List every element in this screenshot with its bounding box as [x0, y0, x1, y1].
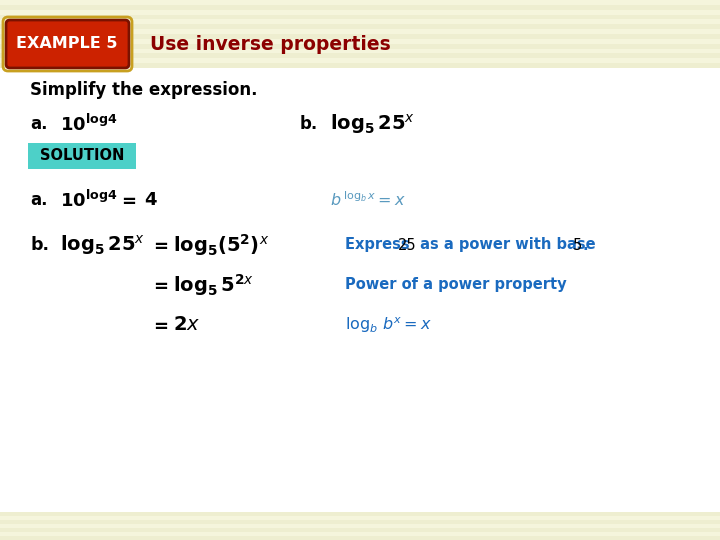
- Bar: [0, 531, 720, 536]
- Text: $\mathbf{10}^{\mathbf{log4}}$: $\mathbf{10}^{\mathbf{log4}}$: [60, 113, 117, 134]
- Bar: [0, 519, 720, 524]
- Text: $\mathbf{2\mathit{x}}$: $\mathbf{2\mathit{x}}$: [173, 315, 200, 334]
- Text: as a power with base: as a power with base: [415, 238, 600, 253]
- Bar: [0, 38, 720, 44]
- Text: $\mathbf{=}$: $\mathbf{=}$: [118, 191, 137, 209]
- Text: b.: b.: [30, 236, 49, 254]
- Text: 5: 5: [573, 238, 582, 253]
- Text: 25: 25: [398, 238, 417, 253]
- Bar: [0, 511, 720, 516]
- Bar: [0, 523, 720, 528]
- Bar: [0, 14, 720, 19]
- Text: $\mathbf{10}^{\mathbf{log4}}$: $\mathbf{10}^{\mathbf{log4}}$: [60, 190, 117, 211]
- Bar: [0, 58, 720, 63]
- Text: Simplify the expression.: Simplify the expression.: [30, 81, 258, 99]
- Bar: [0, 4, 720, 10]
- Text: a.: a.: [30, 191, 48, 209]
- Bar: [0, 68, 720, 540]
- Text: $\mathbf{log}_{\mathbf{5}}\mathbf{(5^2)}^{\mathbf{\mathit{x}}}$: $\mathbf{log}_{\mathbf{5}}\mathbf{(5^2)}…: [173, 232, 269, 258]
- Bar: [0, 516, 720, 520]
- Bar: [0, 528, 720, 532]
- Bar: [0, 43, 720, 49]
- Text: $\mathbf{log}_{\mathbf{5}}\,\mathbf{5}^{\mathbf{2\mathit{x}}}$: $\mathbf{log}_{\mathbf{5}}\,\mathbf{5}^{…: [173, 272, 254, 298]
- Bar: [0, 53, 720, 58]
- Bar: [0, 24, 720, 29]
- Text: EXAMPLE 5: EXAMPLE 5: [17, 37, 118, 51]
- Bar: [0, 63, 720, 68]
- Text: Express: Express: [345, 238, 415, 253]
- Bar: [0, 0, 720, 5]
- Bar: [0, 19, 720, 24]
- Bar: [0, 33, 720, 39]
- Bar: [0, 536, 720, 540]
- Text: $\mathbf{=}$: $\mathbf{=}$: [150, 316, 168, 334]
- FancyBboxPatch shape: [6, 20, 129, 68]
- Text: $\mathbf{=}$: $\mathbf{=}$: [150, 276, 168, 294]
- Bar: [28, 143, 136, 169]
- Text: $b^{\,\log_b x} = x$: $b^{\,\log_b x} = x$: [330, 191, 406, 210]
- Text: $\mathbf{=}$: $\mathbf{=}$: [150, 236, 168, 254]
- Text: $\mathbf{4}$: $\mathbf{4}$: [144, 191, 158, 209]
- Bar: [0, 48, 720, 53]
- Text: Power of a power property: Power of a power property: [345, 278, 567, 293]
- Bar: [0, 9, 720, 15]
- Text: .: .: [583, 238, 589, 253]
- Text: SOLUTION: SOLUTION: [40, 148, 124, 164]
- Text: $\mathbf{log}_{\mathbf{5}}\,\mathbf{25}^{\mathbf{\mathit{x}}}$: $\mathbf{log}_{\mathbf{5}}\,\mathbf{25}^…: [60, 233, 145, 257]
- Text: b.: b.: [300, 115, 318, 133]
- Text: Use inverse properties: Use inverse properties: [150, 35, 391, 53]
- Text: $\log_b\, b^x = x$: $\log_b\, b^x = x$: [345, 315, 432, 335]
- Text: $\mathbf{log}_{\mathbf{5}}\,\mathbf{25}^{\mathbf{\mathit{x}}}$: $\mathbf{log}_{\mathbf{5}}\,\mathbf{25}^…: [330, 112, 415, 136]
- Text: a.: a.: [30, 115, 48, 133]
- Bar: [0, 29, 720, 34]
